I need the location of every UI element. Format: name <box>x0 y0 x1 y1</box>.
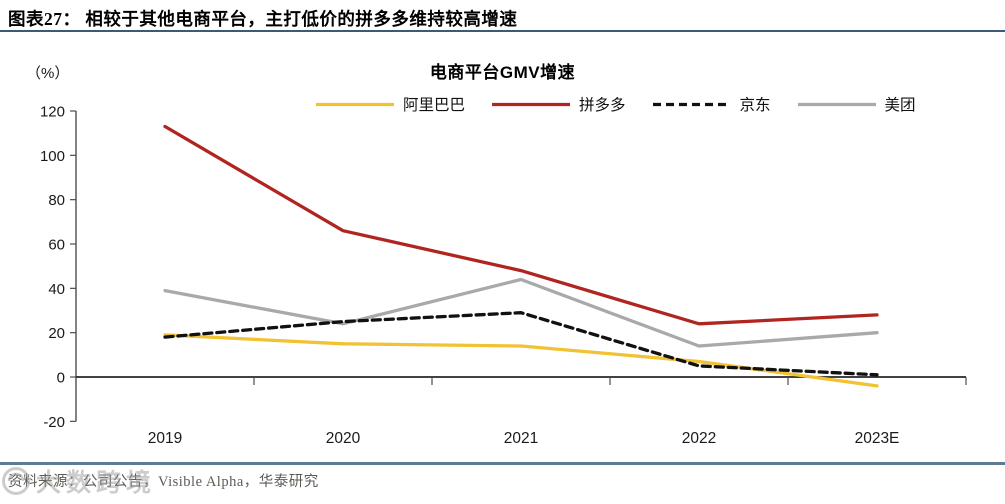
legend-item-alibaba: 阿里巴巴 <box>316 93 465 115</box>
watermark: 大数跨境 <box>1 463 156 499</box>
y-tick-label: -20 <box>43 414 65 431</box>
y-tick-label: 40 <box>48 281 65 298</box>
series-line-alibaba <box>163 333 879 388</box>
legend-item-pinduoduo: 拼多多 <box>492 93 626 115</box>
chart-title: 电商平台GMV增速 <box>429 63 576 82</box>
source-note: 资料来源：公司公告，Visible Alpha，华泰研究 <box>8 474 319 490</box>
x-tick-label-2023E: 2023E <box>855 430 900 447</box>
legend-key-jd <box>652 102 731 106</box>
series-line-jd <box>163 311 879 377</box>
watermark-logo-icon <box>2 467 30 495</box>
y-tick-label: 80 <box>48 192 65 209</box>
x-tick-label-2019: 2019 <box>148 430 182 447</box>
legend-item-jd: 京东 <box>652 93 771 115</box>
header-divider <box>0 30 1005 32</box>
footer-divider <box>0 462 1005 465</box>
legend-label-pinduoduo: 拼多多 <box>579 97 626 114</box>
series-line-meituan <box>163 277 879 348</box>
legend-label-jd: 京东 <box>739 97 771 114</box>
legend-label-meituan: 美团 <box>884 97 916 114</box>
x-tick-label-2021: 2021 <box>504 430 538 447</box>
legend-key-alibaba <box>316 102 394 106</box>
y-tick-label: 120 <box>40 104 65 121</box>
watermark-text: 大数跨境 <box>36 469 157 497</box>
y-tick-label: 100 <box>40 148 65 165</box>
y-axis-unit-label: （%） <box>26 65 70 82</box>
legend-item-meituan: 美团 <box>797 93 916 115</box>
y-tick-label: 20 <box>48 325 65 342</box>
legend-key-pinduoduo <box>492 102 571 106</box>
figure-title: 图表27： 相较于其他电商平台，主打低价的拼多多维持较高增速 <box>8 9 518 29</box>
legend-label-alibaba: 阿里巴巴 <box>403 97 466 114</box>
legend-key-meituan <box>797 102 876 106</box>
x-tick-label-2020: 2020 <box>326 430 361 447</box>
x-tick-label-2022: 2022 <box>682 430 716 447</box>
chart-legend: 阿里巴巴 拼多多 京东 美团 <box>316 93 916 115</box>
y-tick-label: 0 <box>57 370 65 387</box>
y-tick-label: 60 <box>48 237 65 254</box>
series-line-pinduoduo <box>163 124 879 326</box>
